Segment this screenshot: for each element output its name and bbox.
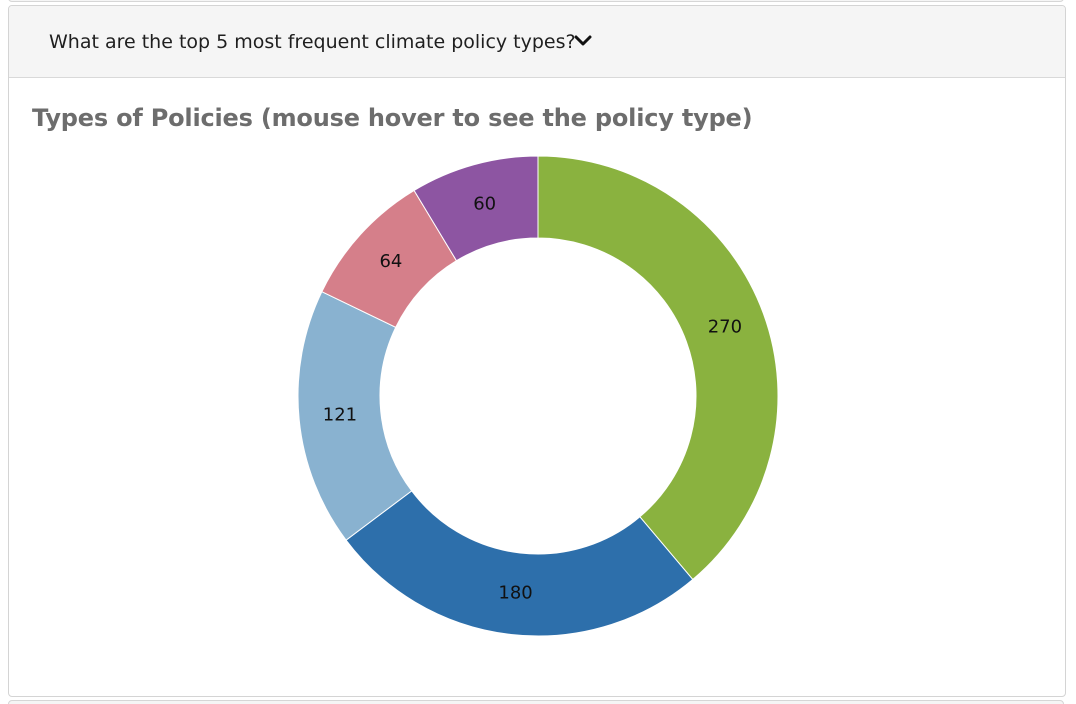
donut-chart: 270 180 121 64 60 <box>297 155 779 637</box>
next-accordion-panel-edge[interactable] <box>8 700 1064 704</box>
chart-area: 270 180 121 64 60 <box>9 6 1065 696</box>
climate-policy-accordion: What are the top 5 most frequent climate… <box>8 5 1066 697</box>
donut-slice-1[interactable] <box>537 155 779 581</box>
donut-slice-label-3: 121 <box>323 404 357 425</box>
chart-title: Types of Policies (mouse hover to see th… <box>32 104 753 132</box>
previous-accordion-panel-edge[interactable] <box>8 0 1064 2</box>
chevron-down-icon[interactable] <box>574 34 592 48</box>
donut-slice-label-2: 180 <box>498 583 532 604</box>
donut-slice-2[interactable] <box>345 490 694 637</box>
donut-slice-label-5: 60 <box>473 193 496 214</box>
accordion-question[interactable]: What are the top 5 most frequent climate… <box>49 31 576 53</box>
donut-slice-label-1: 270 <box>708 317 742 338</box>
accordion-header[interactable]: What are the top 5 most frequent climate… <box>9 6 1065 78</box>
donut-slice-5[interactable] <box>413 155 539 262</box>
donut-slice-label-4: 64 <box>379 251 402 272</box>
